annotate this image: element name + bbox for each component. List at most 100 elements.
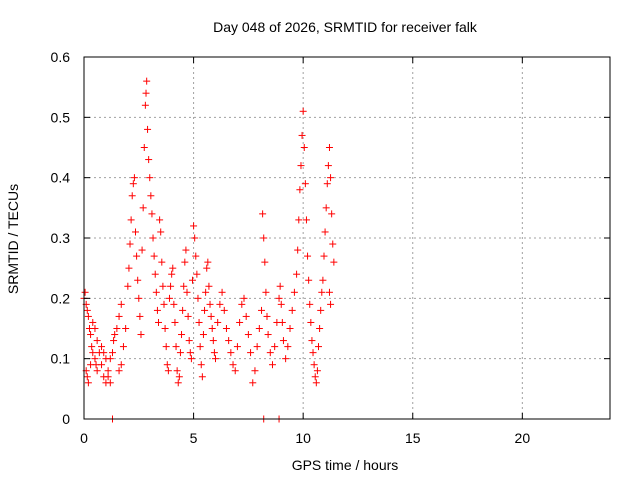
- data-point: [117, 300, 125, 308]
- data-point: [98, 361, 106, 369]
- data-point: [268, 361, 276, 369]
- data-point: [277, 300, 285, 308]
- data-point: [134, 276, 142, 284]
- data-point: [212, 355, 219, 363]
- data-point: [171, 318, 179, 326]
- data-point: [126, 240, 134, 248]
- data-point: [207, 312, 215, 320]
- data-point: [275, 294, 283, 302]
- data-point: [305, 276, 313, 284]
- data-point: [179, 306, 187, 314]
- data-point: [159, 282, 167, 290]
- data-point: [321, 228, 329, 236]
- data-point: [194, 294, 202, 302]
- data-point: [220, 306, 228, 314]
- data-point: [163, 361, 171, 369]
- data-point: [260, 234, 268, 242]
- data-point: [161, 325, 169, 332]
- data-point: [327, 300, 335, 308]
- data-point: [311, 373, 319, 381]
- y-tick-label: 0.1: [51, 351, 71, 367]
- data-point: [249, 379, 257, 387]
- data-point: [144, 125, 152, 133]
- data-point: [133, 252, 141, 260]
- data-point: [115, 312, 123, 320]
- data-point: [149, 234, 157, 242]
- data-point: [240, 294, 248, 302]
- data-point: [302, 216, 310, 224]
- data-point: [295, 216, 303, 224]
- data-point: [244, 331, 252, 339]
- data-point: [127, 216, 135, 224]
- data-point: [175, 373, 183, 381]
- data-point: [84, 312, 92, 320]
- data-point: [143, 77, 151, 85]
- data-point: [316, 325, 324, 332]
- data-point: [308, 337, 316, 345]
- data-point: [309, 349, 317, 357]
- data-point: [152, 288, 160, 296]
- data-point: [164, 367, 172, 375]
- data-point: [174, 379, 182, 387]
- data-point: [233, 343, 241, 351]
- data-point: [160, 300, 168, 308]
- data-point: [100, 349, 108, 357]
- data-point: [313, 367, 321, 375]
- data-point: [247, 349, 255, 357]
- data-point: [157, 228, 165, 236]
- data-point: [141, 101, 149, 109]
- data-point: [115, 367, 123, 375]
- data-point: [330, 258, 338, 266]
- data-point: [317, 306, 325, 314]
- y-axis-label: SRMTID / TECUs: [5, 184, 21, 294]
- data-point: [106, 379, 114, 387]
- data-point: [196, 343, 204, 351]
- data-point: [310, 361, 318, 369]
- data-point: [197, 361, 205, 369]
- chart-title: Day 048 of 2026, SRMTID for receiver fal…: [213, 19, 478, 35]
- data-point: [203, 264, 211, 272]
- data-point: [184, 312, 192, 320]
- data-point: [231, 367, 239, 375]
- data-point: [156, 216, 164, 224]
- data-point: [312, 379, 320, 387]
- data-point: [263, 312, 271, 320]
- tick-labels: 0 5 10 15 20 0 0.1 0.2 0.3 0.4 0.5 0.6: [51, 49, 531, 446]
- data-point: [328, 210, 336, 218]
- data-point: [102, 355, 110, 363]
- data-point: [319, 276, 327, 284]
- data-point: [98, 343, 106, 351]
- data-point: [259, 210, 267, 218]
- data-point: [117, 361, 125, 369]
- data-point: [113, 325, 121, 332]
- data-point: [202, 288, 210, 296]
- data-point: [139, 204, 147, 212]
- data-point: [236, 318, 244, 326]
- data-point: [162, 343, 170, 351]
- data-point: [165, 294, 173, 302]
- data-point: [153, 306, 161, 314]
- data-point: [186, 349, 194, 357]
- x-tick-label: 15: [405, 430, 421, 446]
- data-point: [136, 312, 144, 320]
- data-point: [208, 325, 216, 332]
- data-point: [170, 300, 178, 308]
- data-point: [199, 331, 207, 339]
- data-point: [183, 288, 191, 296]
- data-point: [193, 270, 201, 278]
- data-point: [271, 343, 279, 351]
- data-point: [83, 373, 91, 381]
- data-point: [210, 349, 218, 357]
- data-point: [181, 258, 189, 266]
- data-point: [304, 252, 312, 260]
- y-tick-label: 0.2: [51, 290, 71, 306]
- data-point: [325, 288, 333, 296]
- data-point: [255, 325, 263, 332]
- x-tick-label: 0: [80, 430, 88, 446]
- data-point: [124, 282, 132, 290]
- data-point: [93, 337, 101, 345]
- data-point: [192, 252, 200, 260]
- data-point: [84, 379, 92, 387]
- data-point: [89, 349, 97, 357]
